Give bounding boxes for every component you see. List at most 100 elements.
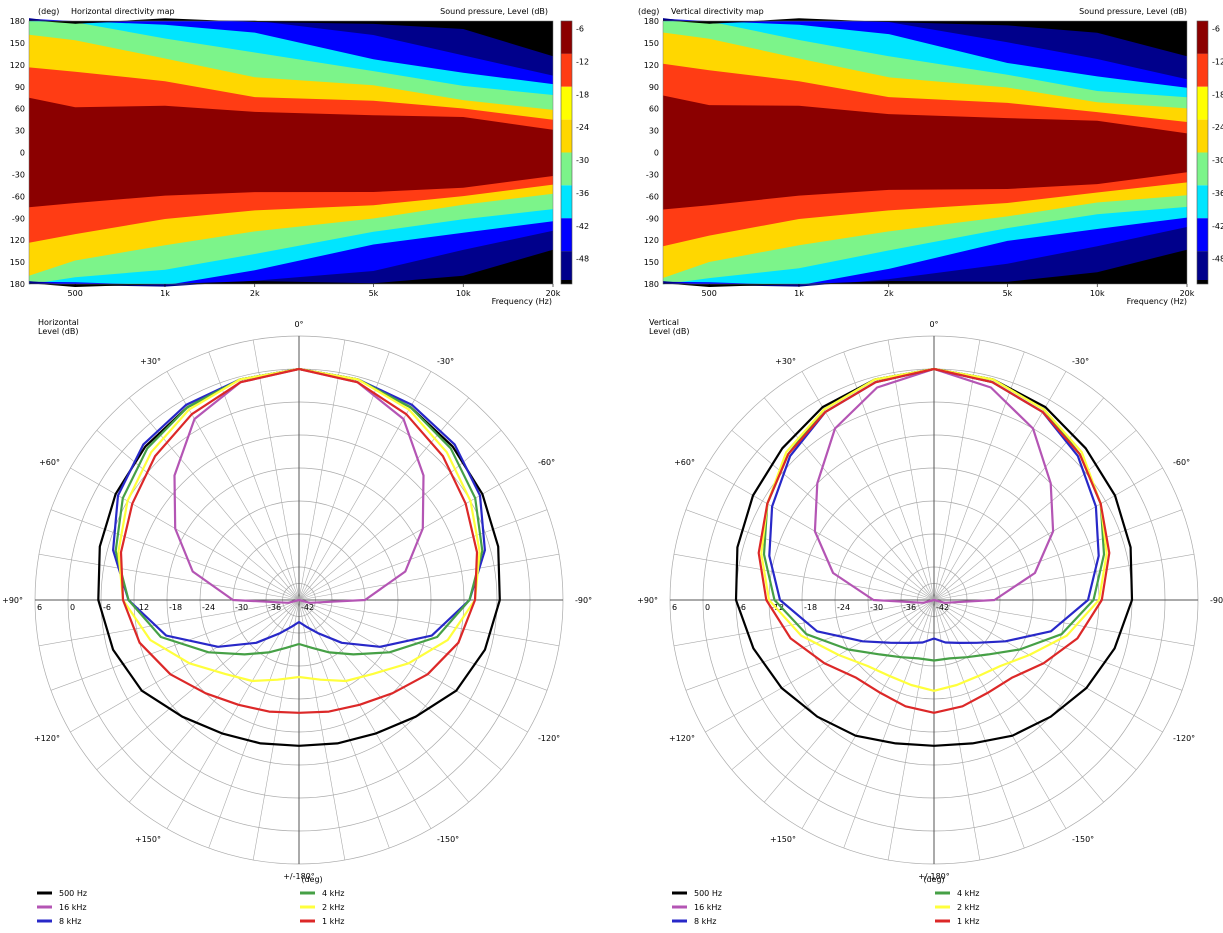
polar-grid-spoke <box>298 599 560 647</box>
polar-grid-spoke <box>129 599 300 803</box>
legend-label: 8 kHz <box>694 917 716 926</box>
map-contour-band-upper <box>29 18 553 57</box>
polar-grid-spoke <box>933 553 1195 601</box>
polar-curve-8-khz <box>112 367 486 648</box>
polar-grid-spoke <box>685 599 935 691</box>
map-y-tick-label: 30 <box>15 127 25 136</box>
map-y-tick-label: 30 <box>649 127 659 136</box>
map-y-tick-label: 120 <box>10 236 25 245</box>
polar-grid-spoke <box>933 599 1067 829</box>
polar-angle-label: +/-180° <box>283 872 315 881</box>
map-scale-title: Sound pressure, Level (dB) <box>440 7 548 16</box>
polar-angle-label: +150° <box>770 835 796 844</box>
polar-grid-spoke <box>298 599 390 849</box>
map-x-tick-label: 2k <box>250 289 260 298</box>
map-contour-band-upper <box>29 18 553 76</box>
polar-ring-label: -12 <box>136 603 149 612</box>
map-y-tick-label: 120 <box>644 61 659 70</box>
polar-grid-spoke <box>298 467 528 601</box>
legend-label: 1 kHz <box>957 917 979 926</box>
map-scale-title: Sound pressure, Level (dB) <box>1079 7 1187 16</box>
polar-grid-spoke <box>298 553 560 601</box>
colorbar-tick-label: -36 <box>576 189 589 198</box>
polar-ring-label: -30 <box>870 603 883 612</box>
colorbar-tick-label: -36 <box>1212 189 1223 198</box>
colorbar-frame <box>1196 20 1209 285</box>
legend-label: 2 kHz <box>957 903 979 912</box>
colorbar-swatch <box>1197 280 1208 284</box>
polar-angle-label: -60° <box>538 458 555 467</box>
polar-ring-label: -36 <box>268 603 281 612</box>
map-y-tick-label: 90 <box>649 83 659 92</box>
horizontal-directivity-map: (deg) Horizontal directivity map Sound p… <box>10 7 589 306</box>
map-x-tick-label: 2k <box>884 289 894 298</box>
map-y-tick-label: -90 <box>646 214 659 223</box>
polar-ring-label: 6 <box>672 603 677 612</box>
colorbar-tick-label: -42 <box>1212 222 1223 231</box>
vertical-map-panel: (deg) Vertical directivity map Sound pre… <box>636 0 1223 312</box>
colorbar-swatch <box>561 185 572 219</box>
polar-ring-label: -24 <box>837 603 850 612</box>
colorbar-tick-label: -18 <box>1212 90 1223 99</box>
map-xlabel: Frequency (Hz) <box>1127 297 1187 306</box>
polar-grid-spoke <box>38 599 300 647</box>
polar-grid-spoke <box>933 397 1104 601</box>
polar-angle-label: +90° <box>637 596 658 605</box>
map-x-tick-label: 500 <box>702 289 717 298</box>
polar-grid-spoke <box>764 599 935 803</box>
polar-grid-spoke <box>298 599 346 861</box>
polar-grid-spoke <box>298 371 432 601</box>
polar-grid-spoke <box>298 339 346 601</box>
polar-angle-label: 0° <box>929 320 938 329</box>
colorbar-swatch <box>561 152 572 186</box>
map-y-tick-label: 60 <box>15 105 25 114</box>
polar-curve-1-khz <box>757 367 1111 714</box>
polar-ring-label: -6 <box>738 603 746 612</box>
polar-curve-1-khz <box>119 367 479 714</box>
colorbar-swatch <box>1197 251 1208 284</box>
map-x-tick-label: 500 <box>68 289 83 298</box>
polar-grid-spoke <box>129 397 300 601</box>
colorbar-tick-label: -48 <box>576 255 589 264</box>
map-x-tick-label: 5k <box>369 289 379 298</box>
polar-curve-2-khz <box>117 367 481 683</box>
map-y-tick-label: -30 <box>12 170 25 179</box>
vertical-polar-plot: Vertical Level (dB) 0° -30° -60° -90° -120° -… <box>637 318 1223 926</box>
horizontal-map-panel: (deg) Horizontal directivity map Sound p… <box>0 0 600 312</box>
polar-grid-spoke <box>208 599 300 849</box>
map-x-tick-label: 1k <box>160 289 170 298</box>
legend-label: 500 Hz <box>59 889 87 898</box>
legend-label: 8 kHz <box>59 917 81 926</box>
colorbar-swatch <box>1197 185 1208 219</box>
polar-grid-spoke <box>298 599 548 691</box>
colorbar-swatch <box>561 119 572 153</box>
legend-label: 2 kHz <box>322 903 344 912</box>
polar-grid-spoke <box>731 599 935 770</box>
map-y-tick-label: 120 <box>644 236 659 245</box>
map-y-tick-label: 180 <box>10 17 25 26</box>
polar-ring-label: -6 <box>103 603 111 612</box>
polar-grid-spoke <box>252 599 300 861</box>
polar-ring-label: -18 <box>169 603 182 612</box>
colorbar-frame <box>560 20 573 285</box>
polar-grid-spoke <box>673 553 935 601</box>
polar-ring-label: -42 <box>936 603 949 612</box>
map-y-tick-label: 180 <box>644 17 659 26</box>
colorbar-tick-label: -6 <box>576 25 584 34</box>
colorbar-tick-label: -12 <box>576 57 589 66</box>
polar-grid-spoke <box>50 599 300 691</box>
polar-grid-spoke <box>96 430 300 601</box>
map-frame <box>662 20 1188 285</box>
polar-grid-spoke <box>764 397 935 601</box>
polar-grid-spoke <box>887 339 935 601</box>
polar-level-label: Level (dB) <box>38 327 78 336</box>
colorbar-swatch <box>1197 53 1208 87</box>
vertical-polar-panel: Vertical Level (dB) 0° -30° -60° -90° -120° -… <box>612 312 1223 929</box>
polar-angle-label: -150° <box>437 835 459 844</box>
polar-ring-label: -42 <box>301 603 314 612</box>
map-y-tick-label: -60 <box>12 192 25 201</box>
map-contour-band-upper <box>663 18 1187 57</box>
polar-title: Vertical <box>649 318 679 327</box>
polar-grid-spoke <box>70 599 300 733</box>
map-title: Horizontal directivity map <box>71 7 175 16</box>
